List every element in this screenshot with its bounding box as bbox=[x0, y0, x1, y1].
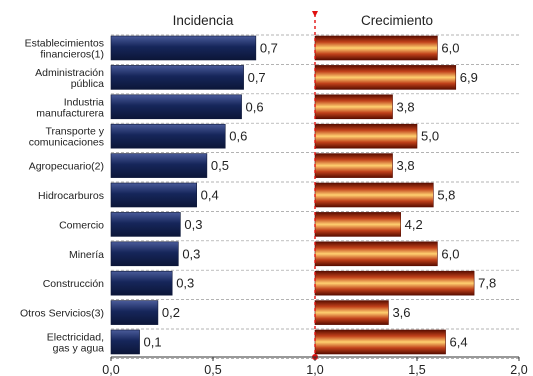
category-label: financieros(1) bbox=[40, 49, 104, 61]
growth-value-label: 6,9 bbox=[460, 70, 478, 85]
category-label: Administración bbox=[35, 67, 104, 79]
incidence-value-label: 0,7 bbox=[248, 70, 266, 85]
divider-top-marker bbox=[312, 11, 318, 17]
incidence-bar bbox=[110, 153, 208, 178]
category-label: manufacturera bbox=[36, 107, 104, 119]
category-label: Otros Servicios(3) bbox=[20, 308, 104, 320]
x-tick-label: 1,5 bbox=[408, 363, 425, 376]
category-label: Agropecuario(2) bbox=[29, 161, 104, 173]
growth-value-label: 6,4 bbox=[450, 335, 468, 350]
incidence-bar bbox=[110, 212, 181, 237]
growth-bar bbox=[314, 329, 446, 355]
growth-value-label: 3,8 bbox=[397, 158, 415, 173]
growth-bar bbox=[314, 65, 457, 90]
category-label: Minería bbox=[69, 249, 104, 261]
x-tick-label: 0,0 bbox=[102, 363, 119, 376]
growth-bar bbox=[314, 270, 475, 296]
growth-value-label: 5,0 bbox=[421, 129, 439, 144]
incidence-value-label: 0,5 bbox=[211, 158, 229, 173]
category-label: Construcción bbox=[43, 278, 104, 290]
incidence-value-label: 0,6 bbox=[229, 129, 247, 144]
growth-bar bbox=[314, 300, 389, 325]
growth-value-label: 7,8 bbox=[478, 276, 496, 291]
incidence-bar bbox=[110, 123, 226, 149]
growth-bar bbox=[314, 182, 434, 208]
incidence-value-label: 0,3 bbox=[182, 246, 200, 261]
incidence-value-label: 0,3 bbox=[184, 217, 202, 232]
growth-bar bbox=[314, 212, 401, 237]
category-label: Establecimientos bbox=[25, 38, 104, 50]
growth-bar bbox=[314, 241, 438, 267]
growth-value-label: 3,8 bbox=[397, 99, 415, 114]
incidence-bar bbox=[110, 300, 159, 325]
growth-bar bbox=[314, 153, 393, 178]
growth-value-label: 6,0 bbox=[441, 246, 459, 261]
growth-value-label: 3,6 bbox=[392, 305, 410, 320]
incidence-value-label: 0,6 bbox=[246, 99, 264, 114]
growth-value-label: 6,0 bbox=[441, 41, 459, 56]
incidence-bar bbox=[110, 270, 173, 296]
growth-bar bbox=[314, 123, 418, 149]
incidence-bar bbox=[110, 35, 257, 61]
x-tick-label: 2,0 bbox=[510, 363, 527, 376]
category-label: Hidrocarburos bbox=[38, 190, 104, 202]
incidence-value-label: 0,4 bbox=[201, 188, 219, 203]
category-label: Electricidad, bbox=[47, 332, 104, 344]
x-tick-label: 0,5 bbox=[204, 363, 221, 376]
incidence-value-label: 0,1 bbox=[144, 335, 162, 350]
growth-bar bbox=[314, 94, 393, 120]
category-label: Transporte y bbox=[45, 126, 104, 138]
incidence-bar bbox=[110, 94, 242, 120]
incidence-bar bbox=[110, 329, 140, 355]
category-label: comunicaciones bbox=[29, 137, 104, 149]
growth-bar bbox=[314, 35, 438, 61]
x-tick-label: 1,0 bbox=[306, 363, 323, 376]
growth-header: Crecimiento bbox=[361, 13, 433, 28]
growth-value-label: 5,8 bbox=[437, 188, 455, 203]
incidence-header: Incidencia bbox=[173, 13, 234, 28]
incidence-value-label: 0,3 bbox=[176, 276, 194, 291]
growth-value-label: 4,2 bbox=[405, 217, 423, 232]
category-label: Comercio bbox=[59, 219, 104, 231]
incidence-bar bbox=[110, 65, 244, 90]
incidence-value-label: 0,7 bbox=[260, 41, 278, 56]
incidence-value-label: 0,2 bbox=[162, 305, 180, 320]
incidence-bar bbox=[110, 182, 197, 208]
category-label: gas y agua bbox=[53, 343, 105, 355]
incidence-bar bbox=[110, 241, 179, 267]
category-label: pública bbox=[71, 78, 104, 90]
category-label: Industria bbox=[64, 96, 104, 108]
